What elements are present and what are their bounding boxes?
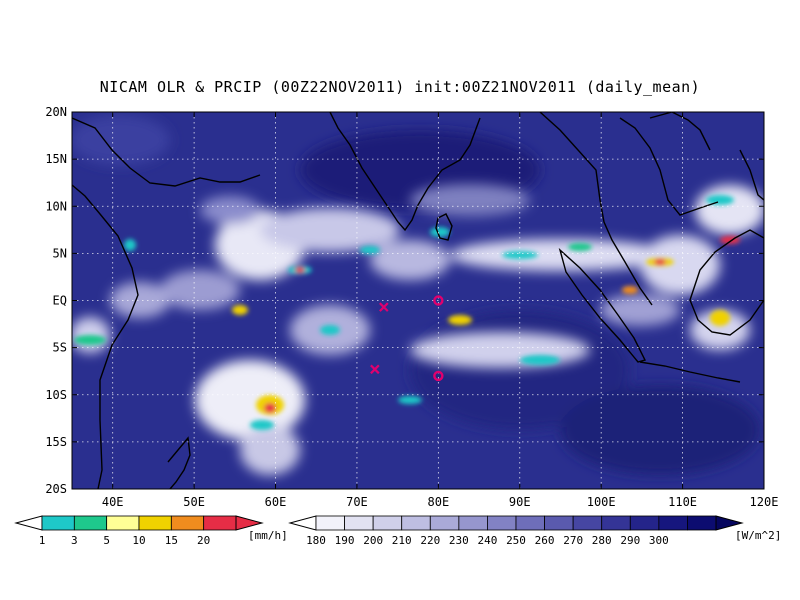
- colorbar-label: 260: [535, 534, 555, 547]
- colorbar-swatch: [203, 515, 237, 531]
- colorbar-swatch: [106, 515, 140, 531]
- map-title: NICAM OLR & PRCIP (00Z22NOV2011) init:00…: [99, 78, 701, 96]
- colorbar-swatch: [315, 515, 345, 531]
- colorbar-label: 300: [649, 534, 669, 547]
- colorbar-swatch: [544, 515, 574, 531]
- colorbar-swatch: [41, 515, 75, 531]
- lat-label: EQ: [53, 294, 67, 308]
- colorbar-swatch: [170, 515, 205, 531]
- lat-label: 10S: [45, 388, 67, 402]
- colorbar-label: 270: [563, 534, 583, 547]
- colorbar-label: 200: [363, 534, 383, 547]
- colorbar-swatch: [401, 515, 431, 531]
- coastlines: [72, 112, 764, 489]
- lon-label: 120E: [750, 495, 779, 509]
- lat-label: 15N: [45, 152, 67, 166]
- colorbar-label: 1: [39, 534, 46, 547]
- colorbar-max-arrow: [715, 515, 744, 531]
- lon-label: 70E: [346, 495, 368, 509]
- colorbar-unit: [mm/h]: [248, 529, 288, 542]
- colorbar-swatch: [458, 515, 488, 531]
- colorbar-swatch: [687, 515, 717, 531]
- lat-label: 20S: [45, 482, 67, 496]
- lat-label: 5N: [53, 246, 67, 260]
- colorbar-label: 220: [420, 534, 440, 547]
- colorbar-label: 20: [197, 534, 210, 547]
- colorbar-label: 10: [132, 534, 145, 547]
- lat-label: 15S: [45, 435, 67, 449]
- colorbar-label: 190: [335, 534, 355, 547]
- cross-marker: [379, 302, 389, 312]
- lon-label: 90E: [509, 495, 531, 509]
- colorbar-label: 210: [392, 534, 412, 547]
- lon-label: 40E: [102, 495, 124, 509]
- graticule: [72, 112, 764, 489]
- colorbar-unit: [W/m^2]: [735, 529, 781, 542]
- markers: [370, 295, 444, 382]
- colorbar-swatch: [487, 515, 517, 531]
- colorbar-label: 5: [103, 534, 110, 547]
- map-field: [72, 112, 764, 489]
- precip-speckles: [74, 195, 740, 430]
- colorbar-label: 280: [592, 534, 612, 547]
- colorbar-swatch: [658, 515, 688, 531]
- colorbar-label: 250: [506, 534, 526, 547]
- colorbar-label: 15: [165, 534, 178, 547]
- lon-label: 50E: [183, 495, 205, 509]
- colorbar-min-arrow: [14, 515, 43, 531]
- lon-label: 60E: [265, 495, 287, 509]
- cross-marker: [370, 364, 380, 375]
- colorbar-label: 3: [71, 534, 78, 547]
- lon-label: 110E: [668, 495, 697, 509]
- colorbar-swatch: [429, 515, 460, 531]
- colorbar-label: 230: [449, 534, 469, 547]
- colorbar-min-arrow: [288, 515, 317, 531]
- colorbar-swatch: [138, 515, 172, 531]
- colorbar-label: 240: [477, 534, 497, 547]
- lat-label: 10N: [45, 199, 67, 213]
- colorbar-swatch: [372, 515, 403, 531]
- circle-marker: [433, 295, 444, 306]
- axis-ticks: 20N 15N 10N 5N EQ 5S 10S 15S 20S 40E 50E 60E 70E 80E 9…: [45, 105, 778, 509]
- colorbar-label: 180: [306, 534, 326, 547]
- precip-colorbar: 1 3 5 10 15 20 [mm/h]: [14, 515, 288, 547]
- colorbar-swatch: [344, 515, 374, 531]
- colorbar-swatch: [515, 515, 545, 531]
- colorbar-swatch: [601, 515, 631, 531]
- colorbar-swatch: [629, 515, 660, 531]
- colorbar-swatch: [73, 515, 108, 531]
- colorbar-max-arrow: [235, 515, 264, 531]
- circle-marker: [433, 370, 444, 382]
- lat-label: 20N: [45, 105, 67, 119]
- lon-label: 80E: [428, 495, 450, 509]
- colorbar-label: 290: [620, 534, 640, 547]
- olr-colorbar: 180 190 200 210 220 230 240 250 260 270 280 290 300 […: [288, 515, 781, 547]
- lon-label: 100E: [587, 495, 616, 509]
- lat-label: 5S: [53, 341, 67, 355]
- colorbar-swatch: [572, 515, 603, 531]
